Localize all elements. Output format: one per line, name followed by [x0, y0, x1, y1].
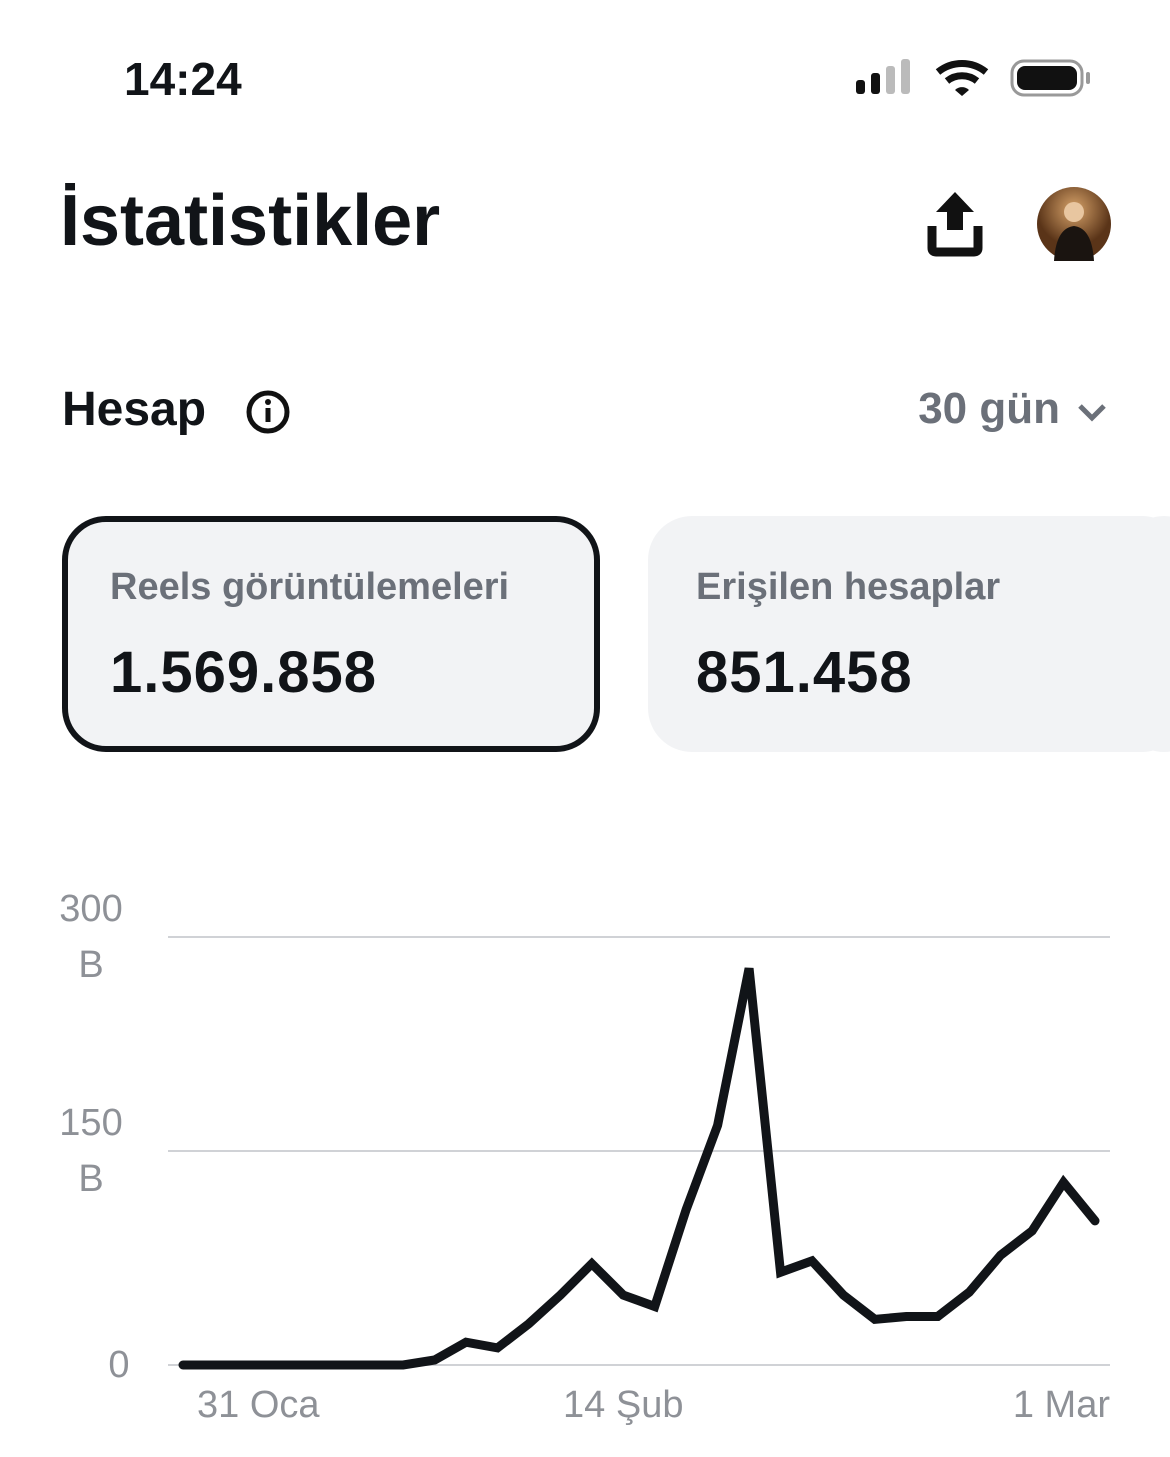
- metric-label: Erişilen hesaplar: [696, 566, 1001, 608]
- period-selector[interactable]: 30 gün: [918, 384, 1060, 433]
- y-tick-label: 150 B: [59, 1102, 123, 1200]
- metric-value: 851.458: [696, 640, 913, 705]
- status-time: 14:24: [124, 53, 242, 105]
- section-title: Hesap: [62, 383, 207, 436]
- metric-label: Reels görüntülemeleri: [110, 566, 510, 608]
- share-button[interactable]: [920, 186, 990, 260]
- page-title: İstatistikler: [60, 181, 441, 261]
- data-line: [178, 967, 1100, 1370]
- y-tick-label: 300 B: [59, 888, 123, 986]
- x-tick-label: 14 Şub: [563, 1384, 683, 1426]
- info-icon[interactable]: [244, 388, 292, 436]
- profile-avatar[interactable]: [1036, 186, 1112, 262]
- y-tick-label: 0: [108, 1344, 130, 1386]
- metric-card-peek[interactable]: [1124, 516, 1170, 752]
- x-tick-label: 1 Mar: [1013, 1384, 1110, 1426]
- x-tick-label: 31 Oca: [197, 1384, 320, 1426]
- metric-card[interactable]: Erişilen hesaplar 851.458: [648, 516, 1170, 752]
- chart: 31 Oca 14 Şub 1 Mar: [168, 936, 1110, 1426]
- status-icons: [856, 59, 1090, 97]
- chevron-down[interactable]: [1074, 398, 1110, 426]
- metric-card[interactable]: Reels görüntülemeleri 1.569.858: [62, 516, 600, 752]
- metric-value: 1.569.858: [110, 640, 378, 705]
